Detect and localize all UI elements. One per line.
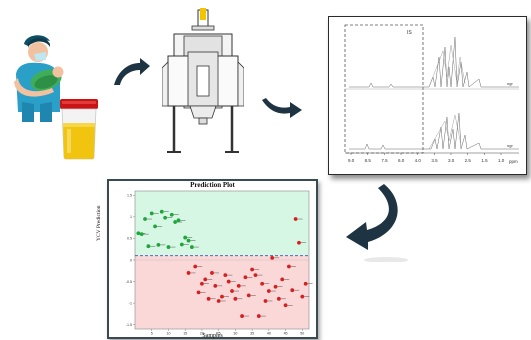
spectra-region-label: IS (407, 30, 412, 36)
nmr-spectra-panel: IS ngr ngr 9.0 8.5 7.5 6.0 4.0 3.5 3.0 2.5 1.5 1.… (328, 16, 527, 175)
point-negative (276, 296, 281, 301)
point-negative (196, 290, 201, 295)
ppm-tick-label: 3.0 (448, 158, 455, 163)
x-tick-label: 10 (166, 332, 170, 336)
y-tick-label: -1.5 (126, 323, 132, 327)
y-tick-label: 0 (130, 258, 132, 262)
negative-zone (135, 255, 309, 329)
x-tick-label: 15 (183, 332, 187, 336)
point-positive (176, 218, 181, 223)
prediction-plot-icon: 1.5 1 0.5 0 -0.5 -1 -1.5 5 10 15 20 25 30 35 40 45 50 (126, 190, 313, 336)
trace-label-lower: ngr (507, 143, 513, 148)
prediction-plot-xlabel: Samples (202, 333, 223, 339)
point-positive (149, 211, 154, 216)
ppm-tick-label: 9.0 (348, 158, 355, 163)
patient-infant-icon (14, 35, 64, 122)
y-tick-label: 1 (130, 215, 132, 219)
point-positive (139, 232, 144, 237)
prediction-plot-ylabel: YCV Prediction (96, 205, 102, 242)
x-tick-label: 5 (151, 332, 153, 336)
point-negative (193, 264, 198, 269)
point-positive (143, 217, 147, 221)
point-negative (250, 267, 255, 272)
ppm-tick-label: 3.5 (431, 158, 438, 163)
point-positive (183, 235, 188, 240)
point-negative (263, 299, 268, 303)
point-negative (260, 281, 265, 286)
point-negative (253, 273, 258, 277)
flow-arrow-1 (114, 58, 150, 85)
point-positive (136, 231, 141, 236)
ppm-tick-label: 4.0 (415, 158, 422, 163)
prediction-plot-panel: Prediction Plot 1.5 1 0.5 0 -0.5 -1 -1.5 5 10 15 2… (107, 179, 318, 339)
point-negative (273, 284, 278, 289)
y-tick-label: 1.5 (127, 194, 132, 198)
point-positive (189, 245, 194, 249)
x-tick-label: 25 (217, 332, 221, 336)
ppm-tick-label: 8.5 (365, 158, 372, 163)
point-negative (290, 288, 295, 293)
point-negative (216, 299, 221, 303)
ppm-tick-label: 6.0 (398, 158, 405, 163)
point-negative (246, 293, 251, 298)
point-negative (283, 303, 288, 308)
point-negative (243, 275, 248, 280)
x-tick-label: 20 (200, 332, 204, 336)
flow-arrow-2 (262, 98, 302, 118)
x-tick-label: 50 (300, 332, 304, 336)
point-negative (293, 217, 298, 221)
point-negative (266, 289, 271, 293)
point-negative (287, 264, 291, 269)
point-negative (240, 314, 244, 318)
point-negative (270, 255, 275, 260)
point-negative (230, 289, 234, 293)
point-positive (159, 209, 164, 214)
point-positive (186, 238, 191, 243)
ppm-tick-label: 1.0 (498, 158, 505, 163)
point-negative (303, 281, 308, 286)
point-negative (223, 273, 228, 277)
point-negative (300, 294, 305, 299)
point-negative (203, 277, 208, 282)
point-positive (163, 215, 168, 220)
point-negative (210, 271, 214, 275)
point-negative (297, 240, 301, 245)
point-negative (280, 277, 285, 282)
point-positive (173, 220, 178, 224)
flow-arrow-3 (346, 184, 408, 262)
ppm-tick-label: 1.5 (481, 158, 488, 163)
point-positive (166, 245, 171, 249)
ppm-tick-label: 7.5 (381, 158, 388, 163)
point-positive (179, 242, 184, 247)
y-tick-label: -0.5 (126, 280, 132, 284)
point-positive (146, 244, 151, 249)
nmr-magnet-icon (162, 8, 244, 153)
point-negative (220, 294, 224, 299)
point-negative (236, 283, 241, 288)
point-negative (213, 283, 218, 288)
positive-zone (135, 191, 309, 256)
point-negative (256, 314, 261, 318)
x-tick-label: 30 (233, 332, 237, 336)
ppm-tick-label: 2.5 (465, 158, 472, 163)
y-tick-label: -1 (129, 301, 132, 305)
y-tick-label: 0.5 (127, 237, 132, 241)
point-negative (200, 281, 204, 286)
x-tick-label: 35 (250, 332, 254, 336)
point-positive (156, 243, 161, 247)
urine-container-icon (60, 99, 98, 160)
x-tick-label: 45 (284, 332, 288, 336)
point-negative (186, 271, 191, 275)
point-positive (153, 224, 157, 229)
ppm-unit: ppm (509, 159, 518, 164)
x-tick-label: 40 (267, 332, 271, 336)
trace-label-upper: ngr (507, 81, 513, 86)
spectrum-icon: IS ngr ngr 9.0 8.5 7.5 6.0 4.0 3.5 3.0 2.5 1.5 1.… (344, 24, 519, 164)
prediction-plot-title: Prediction Plot (190, 181, 235, 189)
point-negative (233, 296, 238, 301)
point-positive (169, 212, 174, 217)
point-negative (206, 296, 211, 301)
point-negative (226, 279, 231, 284)
